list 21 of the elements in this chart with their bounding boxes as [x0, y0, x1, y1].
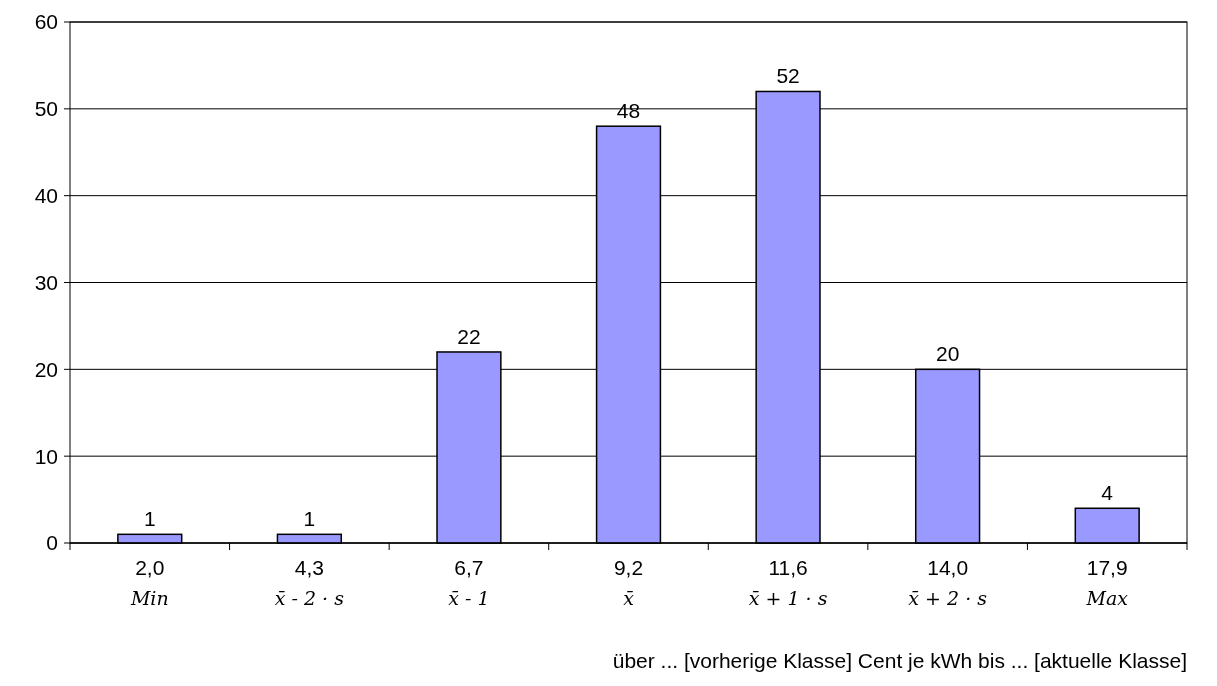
y-tick-label: 10: [34, 444, 58, 468]
x-tick-label: 9,2 x̄: [613, 556, 644, 609]
data-label: 22: [457, 324, 481, 348]
y-tick-label: 20: [34, 357, 58, 381]
data-label: 20: [935, 342, 960, 366]
x-tick-label: 6,7 x̄ - 1: [448, 556, 490, 609]
data-label: 4: [1101, 481, 1114, 505]
data-label: 1: [303, 507, 316, 531]
x-tick-label: 17,9 Max: [1085, 556, 1129, 609]
y-tick-label: 30: [34, 270, 58, 294]
y-tick-label: 0: [46, 531, 58, 555]
y-tick-label: 60: [34, 10, 58, 34]
y-tick-label: 40: [34, 184, 58, 208]
y-tick-label: 50: [34, 97, 58, 121]
x-tick-label: 14,0 x̄ + 2 · s: [908, 556, 988, 609]
data-label: 52: [776, 64, 800, 88]
data-label: 1: [143, 507, 156, 531]
x-tick-label: 11,6 x̄ + 1 · s: [748, 556, 828, 609]
x-tick-label: 4,3 x̄ - 2 · s: [274, 556, 345, 609]
x-tick-label: 2,0 Min: [129, 556, 169, 609]
x-axis-title: über ... [vorherige Klasse] Cent je kWh bis ... [aktuelle Klasse]: [612, 649, 1187, 672]
